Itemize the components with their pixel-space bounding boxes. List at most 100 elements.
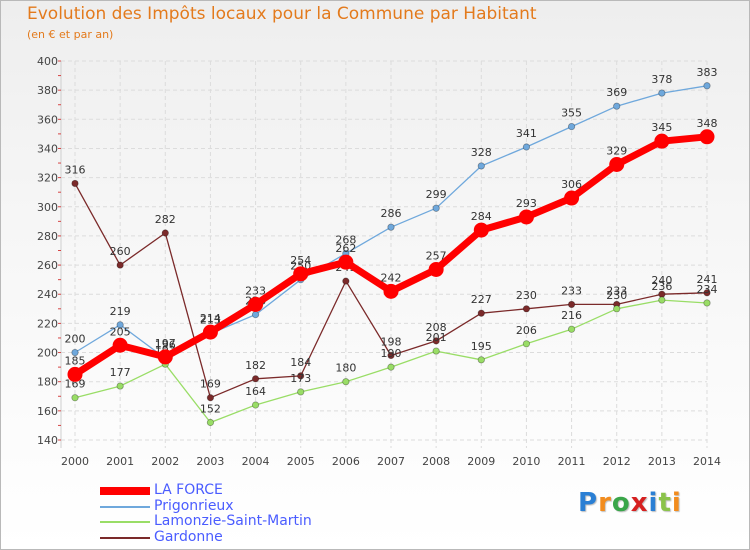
- x-tick-label: 2009: [467, 455, 495, 468]
- legend-label: LA FORCE: [154, 482, 223, 498]
- data-point: [432, 347, 440, 355]
- x-tick-label: 2011: [558, 455, 586, 468]
- data-point: [613, 102, 621, 110]
- data-point: [613, 305, 621, 313]
- data-point: [564, 190, 580, 206]
- y-tick-label: 320: [37, 172, 58, 185]
- x-tick-label: 2002: [151, 455, 179, 468]
- data-label: 173: [290, 372, 311, 385]
- logo-letter: x: [630, 488, 649, 518]
- data-label: 299: [426, 188, 447, 201]
- y-tick-label: 280: [37, 230, 58, 243]
- data-point: [473, 222, 489, 238]
- data-point: [67, 366, 83, 382]
- data-label: 185: [65, 354, 86, 367]
- data-point: [699, 129, 715, 145]
- data-label: 198: [381, 335, 402, 348]
- data-point: [112, 337, 128, 353]
- data-point: [157, 349, 173, 365]
- x-tick-label: 2012: [603, 455, 631, 468]
- data-point: [71, 179, 79, 188]
- y-tick-label: 200: [37, 347, 58, 360]
- data-point: [342, 378, 350, 386]
- y-tick-label: 400: [37, 55, 58, 68]
- data-label: 345: [651, 121, 672, 134]
- data-label: 260: [110, 245, 131, 258]
- data-label: 214: [200, 312, 221, 325]
- data-label: 219: [110, 305, 131, 318]
- x-tick-label: 2000: [61, 455, 89, 468]
- data-label: 282: [155, 213, 176, 226]
- data-label: 205: [110, 325, 131, 338]
- x-tick-label: 2003: [196, 455, 224, 468]
- data-label: 184: [290, 356, 311, 369]
- data-point: [477, 356, 485, 364]
- data-label: 190: [381, 347, 402, 360]
- data-point: [387, 223, 395, 231]
- chart-title: Evolution des Impôts locaux pour la Comm…: [27, 4, 537, 24]
- data-point: [116, 321, 124, 329]
- x-tick-label: 2005: [287, 455, 315, 468]
- data-label: 208: [426, 321, 447, 334]
- logo-letter: t: [658, 488, 672, 518]
- data-point: [161, 229, 169, 237]
- data-label: 164: [245, 385, 266, 398]
- data-label: 169: [65, 378, 86, 391]
- legend-swatch: [100, 505, 150, 508]
- legend-swatch: [100, 487, 150, 495]
- x-tick-label: 2007: [377, 455, 405, 468]
- logo-letter: r: [598, 488, 612, 518]
- data-label: 213: [200, 314, 221, 327]
- legend-label: Gardonne: [154, 528, 223, 545]
- legend-swatch: [100, 536, 150, 539]
- data-point: [432, 337, 440, 345]
- data-point: [387, 351, 395, 360]
- x-tick-label: 2008: [422, 455, 450, 468]
- data-point: [567, 300, 576, 309]
- data-label: 177: [110, 366, 131, 379]
- y-tick-label: 160: [37, 405, 58, 418]
- data-label: 369: [606, 86, 627, 99]
- data-label: 233: [561, 284, 582, 297]
- data-label: 230: [516, 289, 537, 302]
- data-label: 234: [697, 283, 718, 296]
- data-point: [703, 299, 711, 307]
- legend-label: Prigonrieux: [154, 497, 234, 514]
- data-label: 355: [561, 107, 582, 120]
- data-label: 257: [426, 249, 447, 262]
- x-tick-label: 2014: [693, 455, 721, 468]
- y-tick-label: 300: [37, 201, 58, 214]
- data-label: 230: [606, 289, 627, 302]
- data-point: [116, 261, 124, 269]
- data-label: 240: [651, 274, 672, 287]
- data-point: [206, 418, 215, 427]
- data-label: 182: [245, 359, 266, 372]
- legend-swatch: [100, 521, 150, 523]
- logo-letter: o: [611, 488, 631, 518]
- data-label: 293: [516, 197, 537, 210]
- data-label: 196: [155, 338, 176, 351]
- data-label: 216: [561, 309, 582, 322]
- data-label: 348: [697, 117, 718, 130]
- data-point: [387, 363, 395, 371]
- data-label: 233: [245, 284, 266, 297]
- data-label: 227: [471, 293, 492, 306]
- y-tick-label: 380: [37, 84, 58, 97]
- data-point: [293, 266, 309, 282]
- data-point: [567, 325, 576, 333]
- x-tick-label: 2006: [332, 455, 360, 468]
- data-point: [206, 394, 215, 402]
- data-label: 206: [516, 324, 537, 337]
- data-point: [251, 311, 260, 319]
- data-point: [567, 122, 576, 131]
- data-point: [248, 296, 264, 312]
- data-label: 286: [381, 207, 402, 220]
- data-point: [518, 209, 534, 225]
- data-label: 152: [200, 403, 221, 416]
- data-label: 236: [651, 280, 672, 293]
- data-point: [71, 348, 79, 357]
- data-label: 180: [335, 362, 356, 375]
- logo-letter: i: [648, 488, 659, 518]
- data-label: 254: [290, 254, 311, 267]
